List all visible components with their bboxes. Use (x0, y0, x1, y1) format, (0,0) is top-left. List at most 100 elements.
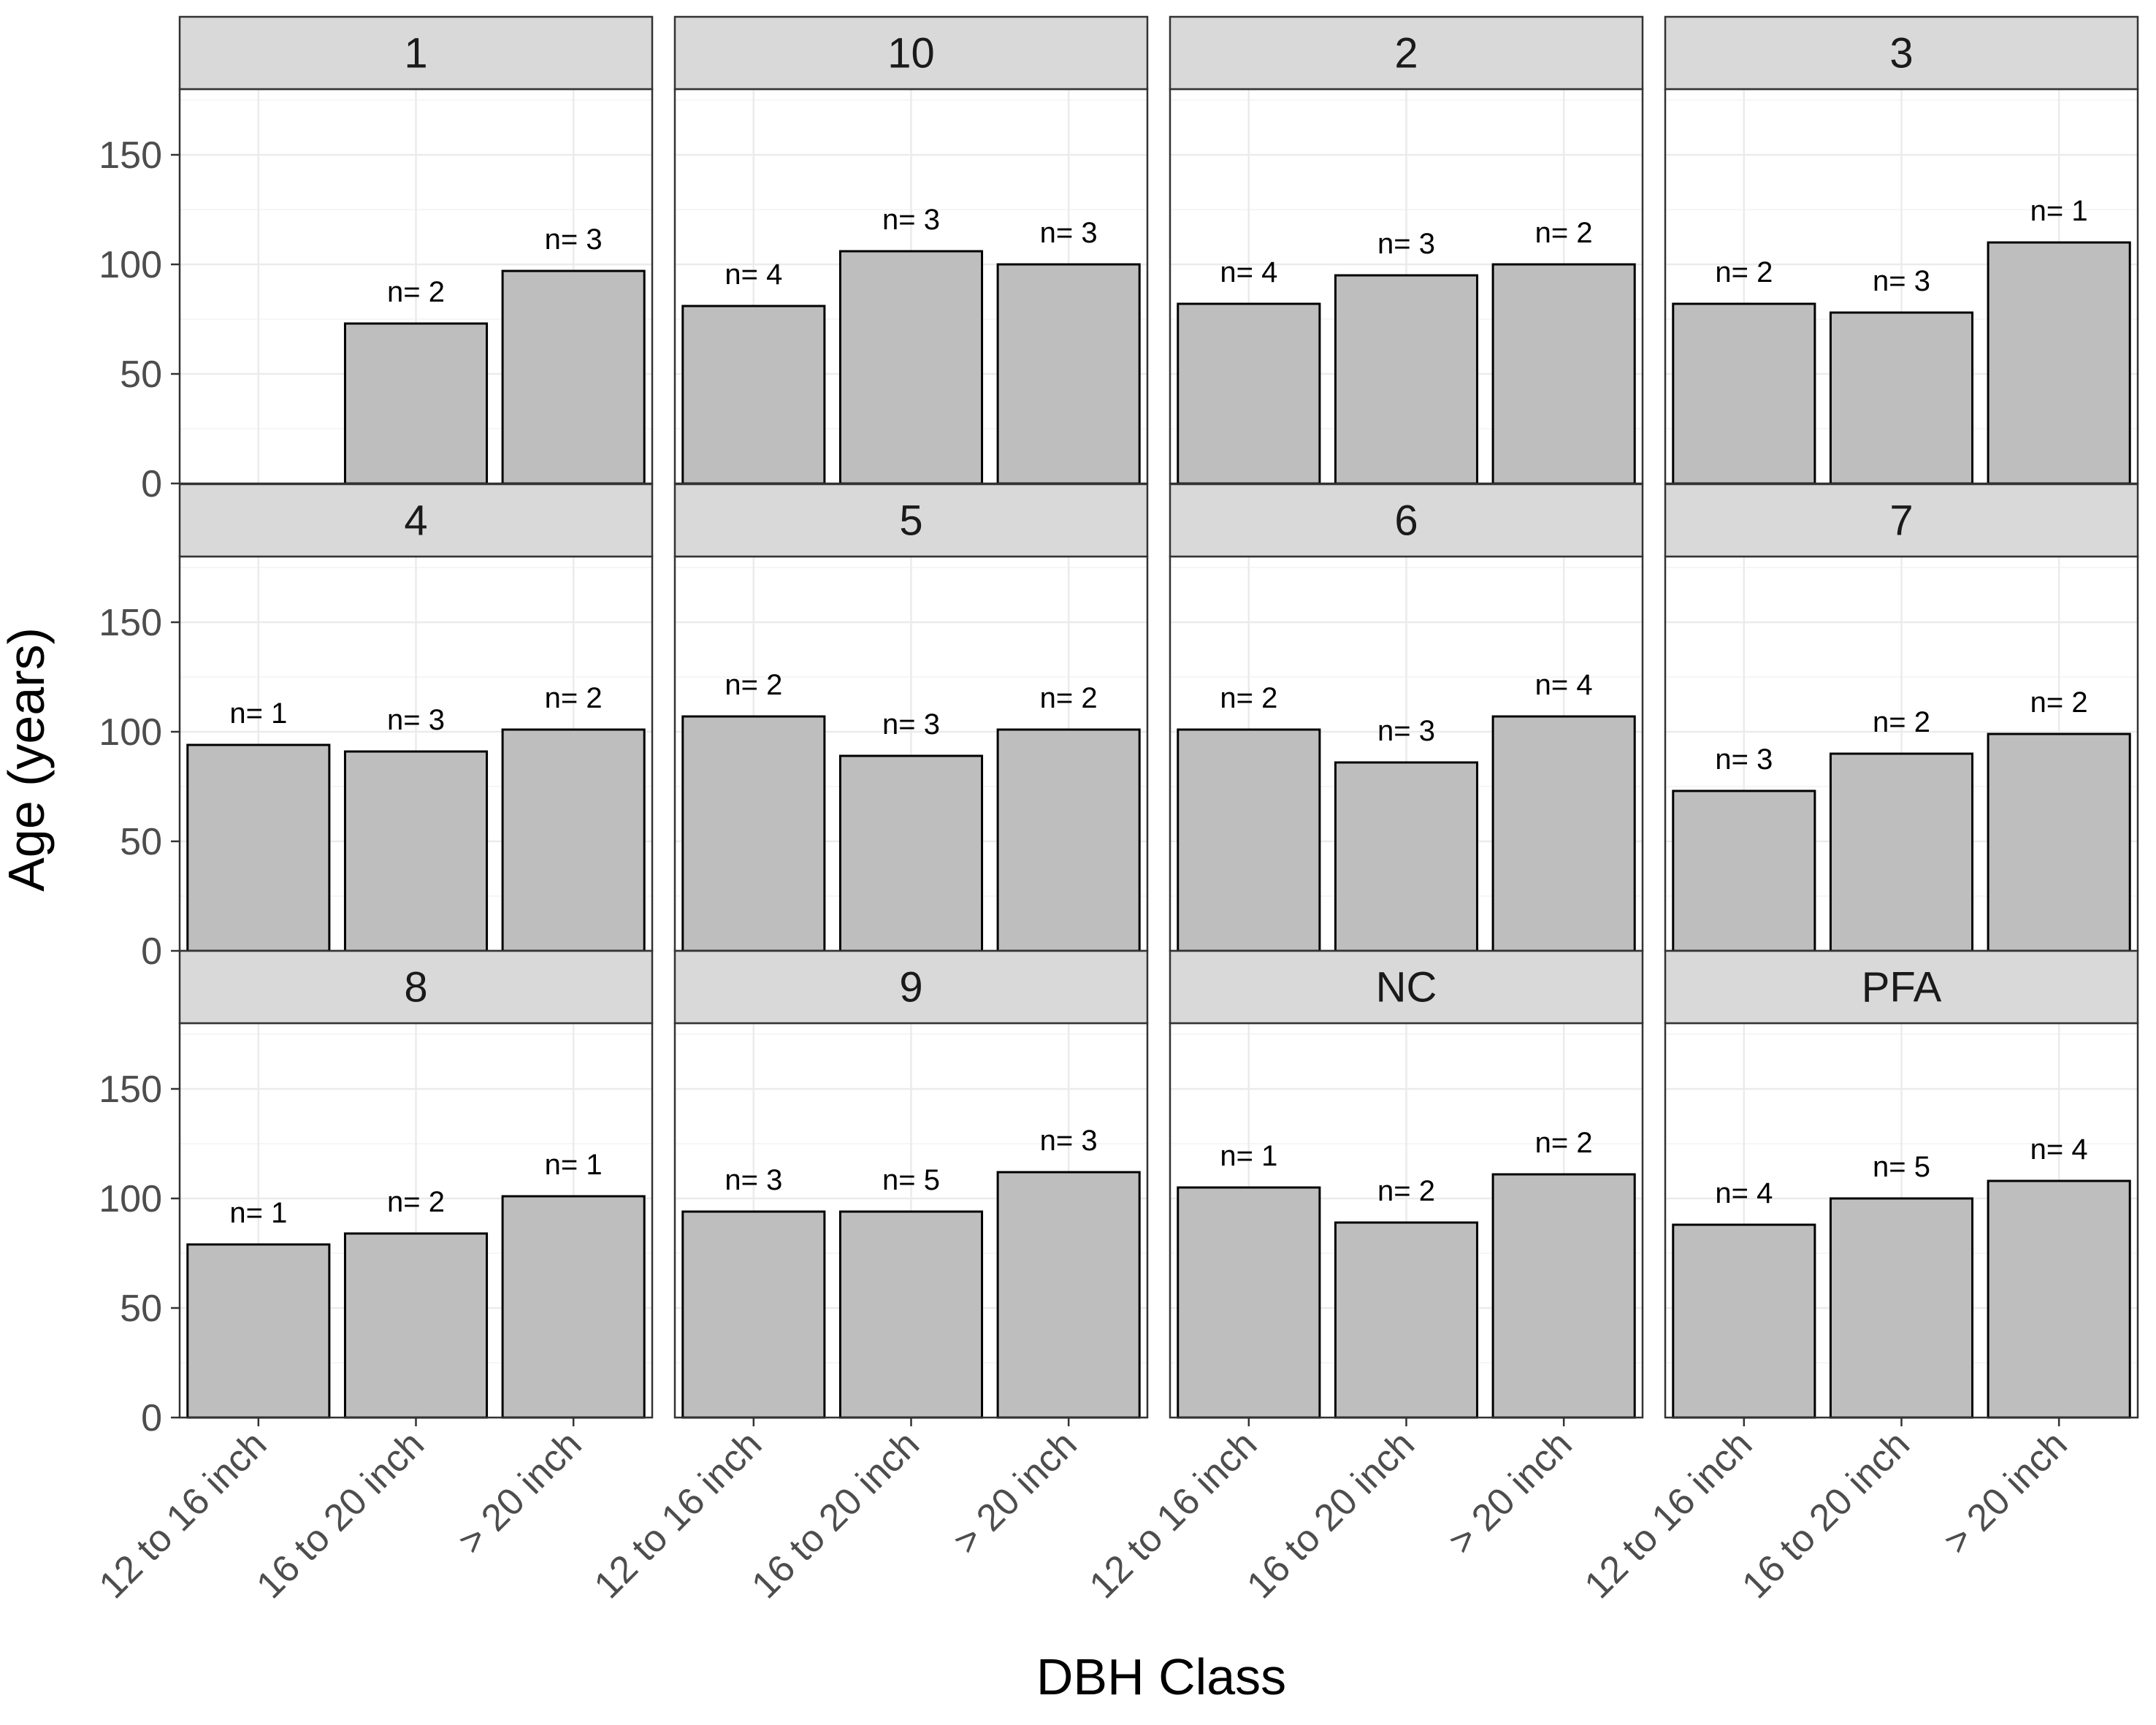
bar (1829, 752, 1974, 952)
bar (186, 1243, 331, 1419)
bar (681, 715, 826, 952)
bar-count-label: n= 2 (387, 1186, 445, 1218)
bar-count-label: n= 3 (882, 708, 940, 741)
y-tick-label: 100 (99, 244, 162, 286)
facet-strip-label: 1 (404, 30, 427, 77)
facet-panel: n= 4 n= 3 n= 3 10 (673, 15, 1149, 485)
y-tick-label: 100 (99, 711, 162, 754)
facet-strip-label: 4 (404, 497, 427, 545)
bar-count-label: n= 2 (1535, 217, 1593, 249)
x-axis-title: DBH Class (1036, 1648, 1286, 1705)
bar-count-label: n= 1 (229, 697, 287, 730)
bar-count-label: n= 1 (229, 1197, 287, 1229)
bar (1829, 311, 1974, 485)
facet-strip-label: 9 (899, 964, 922, 1011)
bar (1334, 274, 1479, 485)
x-tick-label: 12 to 16 inch (1577, 1423, 1761, 1607)
facet-strip-label: 5 (899, 497, 922, 545)
facet-strip-label: PFA (1862, 964, 1942, 1011)
facet-panel: n= 3 n= 5 n= 3 9 (673, 949, 1149, 1419)
y-tick-label: 150 (99, 134, 162, 177)
x-tick-label: 16 to 20 inch (248, 1423, 432, 1607)
bar (1491, 1173, 1636, 1419)
facet-panel: n= 4 n= 3 n= 2 2 (1169, 15, 1644, 485)
bar-count-label: n= 2 (545, 682, 603, 714)
bar-count-label: n= 3 (882, 204, 940, 236)
x-tick-label: > 20 inch (450, 1423, 589, 1562)
bar-count-label: n= 4 (1535, 669, 1593, 701)
bar-count-label: n= 3 (1377, 715, 1435, 747)
facet-panel: n= 2 n= 3 n= 2 5 (673, 483, 1149, 952)
x-tick-label: 16 to 20 inch (743, 1423, 928, 1607)
facet-strip (673, 949, 1149, 1025)
facet-strip-label: 3 (1889, 30, 1913, 77)
bar (343, 1232, 489, 1419)
facet-strip (178, 15, 654, 91)
facet-strip (178, 949, 654, 1025)
x-tick-label: 12 to 16 inch (586, 1423, 771, 1607)
facet-strip (1169, 15, 1644, 91)
bar (343, 750, 489, 952)
bar (186, 743, 331, 952)
bar (1672, 302, 1816, 485)
facet-panel: n= 2 n= 3 1 0 50 100 150 (99, 15, 654, 505)
facet-panel: n= 1 n= 2 n= 1 8 0 50 100 150 (99, 949, 654, 1439)
bar (1829, 1197, 1974, 1419)
facet-strip-label: 7 (1889, 497, 1913, 545)
bar (1987, 733, 2131, 952)
y-tick-label: 100 (99, 1178, 162, 1220)
y-axis-title: Age (years) (0, 627, 55, 892)
bar-count-label: n= 1 (545, 1149, 603, 1181)
bar (1491, 715, 1636, 952)
facet-strip-label: 6 (1394, 497, 1418, 545)
x-tick-label: > 20 inch (1440, 1423, 1580, 1562)
x-tick-label: 12 to 16 inch (1082, 1423, 1266, 1607)
bar-count-label: n= 4 (2030, 1133, 2088, 1166)
bar-count-label: n= 3 (387, 704, 445, 736)
bar (996, 263, 1141, 485)
bar (1672, 1223, 1816, 1419)
facet-strip-label: 2 (1394, 30, 1418, 77)
y-tick-label: 50 (120, 353, 162, 396)
x-tick-label: 16 to 20 inch (1734, 1423, 1918, 1607)
bar (838, 1210, 984, 1419)
bar-count-label: n= 1 (2030, 195, 2088, 227)
bar (681, 1210, 826, 1419)
facet-panel: n= 3 n= 2 n= 2 7 (1664, 483, 2139, 952)
x-tick-label: > 20 inch (1935, 1423, 2075, 1562)
facet-strip (1664, 483, 2139, 558)
bar (1491, 263, 1636, 485)
bar (343, 322, 489, 485)
bar-count-label: n= 3 (725, 1164, 782, 1196)
bar-count-label: n= 4 (725, 259, 782, 291)
y-tick-label: 0 (141, 1397, 162, 1439)
bar (1987, 241, 2131, 485)
bar-count-label: n= 2 (2030, 686, 2088, 719)
facet-strip (1664, 949, 2139, 1025)
y-tick-label: 50 (120, 821, 162, 863)
bar-count-label: n= 3 (1377, 228, 1435, 260)
bar (1334, 761, 1479, 952)
facet-panel: n= 1 n= 3 n= 2 4 0 50 100 150 (99, 483, 654, 973)
bar-count-label: n= 4 (1220, 256, 1277, 288)
bar-count-label: n= 2 (387, 276, 445, 308)
facet-strip (673, 15, 1149, 91)
bar (1177, 1186, 1321, 1419)
y-tick-label: 0 (141, 930, 162, 973)
y-tick-label: 150 (99, 1068, 162, 1111)
facet-panel: n= 2 n= 3 n= 1 3 (1664, 15, 2139, 485)
bar-count-label: n= 2 (1377, 1175, 1435, 1207)
bar-count-label: n= 3 (1873, 265, 1930, 297)
bar (1177, 728, 1321, 952)
bar-count-label: n= 2 (725, 669, 782, 701)
bar (681, 305, 826, 485)
bar-count-label: n= 2 (1873, 706, 1930, 738)
bar (501, 728, 646, 952)
bar (838, 754, 984, 952)
bar (1987, 1179, 2131, 1419)
y-tick-label: 0 (141, 463, 162, 505)
bar-count-label: n= 2 (1040, 682, 1098, 714)
